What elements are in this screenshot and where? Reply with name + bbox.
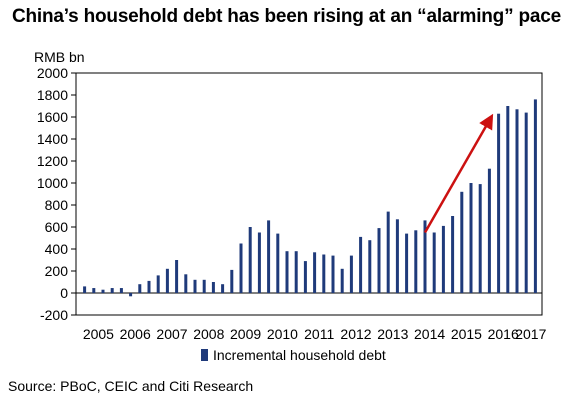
bar — [92, 288, 96, 293]
x-tick-label: 2011 — [304, 326, 334, 342]
bar — [432, 232, 436, 293]
y-tick-label: 1200 — [37, 153, 68, 169]
bar — [524, 112, 528, 293]
bar — [267, 220, 271, 293]
bar — [303, 261, 307, 293]
plot-frame — [75, 72, 543, 316]
x-tick-label: 2008 — [193, 326, 224, 342]
bar — [405, 233, 409, 293]
bar — [368, 240, 372, 293]
bar — [119, 288, 123, 293]
bar — [165, 268, 169, 293]
x-tick-label: 2005 — [83, 326, 114, 342]
bar — [506, 106, 510, 293]
bar — [322, 254, 326, 293]
bar — [221, 284, 225, 293]
bar — [478, 184, 482, 293]
legend: Incremental household debt — [201, 347, 386, 363]
trend-arrow — [423, 113, 494, 234]
bar — [414, 230, 418, 293]
bar — [423, 220, 427, 293]
bar — [202, 279, 206, 293]
x-tick-label: 2009 — [230, 326, 261, 342]
bar — [386, 211, 390, 293]
bar — [110, 288, 114, 293]
bar — [138, 284, 142, 293]
y-axis-unit-label: RMB bn — [34, 49, 85, 65]
bar — [451, 216, 455, 293]
bar — [248, 227, 252, 293]
y-tick-label: 400 — [45, 241, 69, 257]
x-tick-label: 2006 — [120, 326, 151, 342]
bar — [460, 191, 464, 293]
x-axis: 2005 2006 2007 2008 2009 2010 2011 2012 2013 2014… — [83, 326, 547, 342]
bar — [175, 260, 179, 293]
bar — [395, 219, 399, 293]
bar — [349, 255, 353, 293]
y-tick-label: 1400 — [37, 131, 68, 147]
y-tick-label: 1600 — [37, 109, 68, 125]
y-tick-label: 800 — [45, 197, 69, 213]
bar — [211, 282, 215, 293]
bar — [469, 183, 473, 293]
bar — [285, 251, 289, 293]
bar — [193, 279, 197, 293]
legend-label: Incremental household debt — [213, 347, 386, 363]
arrow-line — [423, 113, 494, 234]
y-tick-label: 2000 — [37, 65, 68, 81]
x-tick-label: 2007 — [156, 326, 187, 342]
bar — [313, 252, 317, 293]
bar — [184, 274, 188, 293]
bar — [257, 232, 261, 293]
x-tick-label: 2016 — [488, 326, 519, 342]
source-note: Source: PBoC, CEIC and Citi Research — [8, 378, 254, 394]
chart-title: China’s household debt has been rising a… — [12, 6, 561, 27]
bar — [441, 225, 445, 293]
x-tick-label: 2012 — [340, 326, 371, 342]
x-tick-label: 2013 — [377, 326, 408, 342]
bar — [294, 251, 298, 293]
bar — [331, 255, 335, 293]
bar — [129, 293, 133, 297]
bar — [497, 113, 501, 293]
x-tick-label: 2015 — [451, 326, 482, 342]
y-tick-label: 0 — [60, 285, 68, 301]
bar — [101, 289, 105, 293]
x-tick-label: 2017 — [515, 326, 546, 342]
y-tick-label: 1000 — [37, 175, 68, 191]
y-axis: -200 0 200 400 600 800 1000 1200 1400 1600 1800 200… — [37, 65, 542, 323]
bar — [340, 268, 344, 293]
y-tick-label: 600 — [45, 219, 69, 235]
bar — [147, 280, 151, 293]
y-tick-label: 200 — [45, 263, 69, 279]
x-tick-label: 2010 — [267, 326, 298, 342]
bar — [239, 243, 243, 293]
bar — [83, 286, 87, 293]
bar — [276, 233, 280, 293]
bar-series — [83, 99, 537, 297]
bar — [230, 269, 234, 293]
bar — [377, 228, 381, 293]
bar — [359, 236, 363, 293]
bar — [515, 109, 519, 293]
bar — [156, 275, 160, 293]
y-tick-label: 1800 — [37, 87, 68, 103]
bar — [533, 99, 537, 294]
x-tick-label: 2014 — [414, 326, 445, 342]
y-tick-label: -200 — [40, 307, 68, 323]
legend-swatch — [201, 349, 208, 361]
bar — [487, 168, 491, 293]
